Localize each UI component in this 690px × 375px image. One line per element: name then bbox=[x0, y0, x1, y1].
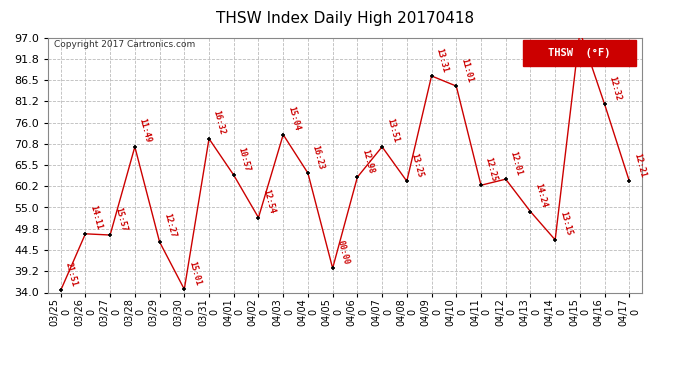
Point bbox=[204, 136, 215, 142]
Text: 10:57: 10:57 bbox=[237, 146, 252, 172]
Point bbox=[574, 28, 585, 34]
Text: 13:31: 13:31 bbox=[434, 47, 449, 73]
Text: 12:25: 12:25 bbox=[484, 156, 499, 183]
Text: 16:32: 16:32 bbox=[212, 110, 227, 136]
Text: 13:25: 13:25 bbox=[410, 152, 425, 178]
Point bbox=[500, 176, 511, 182]
Point bbox=[352, 174, 363, 180]
Point bbox=[402, 178, 413, 184]
Text: 12:98: 12:98 bbox=[360, 148, 375, 174]
Point bbox=[253, 214, 264, 220]
Text: 15:01: 15:01 bbox=[187, 260, 202, 286]
Point bbox=[129, 144, 140, 150]
Point bbox=[179, 286, 190, 292]
Point bbox=[377, 144, 388, 150]
Point bbox=[475, 182, 486, 188]
FancyBboxPatch shape bbox=[523, 40, 635, 66]
Point bbox=[302, 170, 313, 176]
Point bbox=[525, 209, 536, 214]
Point bbox=[277, 132, 288, 138]
Point bbox=[154, 239, 165, 245]
Text: 14:11: 14:11 bbox=[88, 204, 104, 231]
Text: 21:51: 21:51 bbox=[63, 261, 79, 288]
Text: Copyright 2017 Cartronics.com: Copyright 2017 Cartronics.com bbox=[55, 40, 195, 49]
Text: THSW Index Daily High 20170418: THSW Index Daily High 20170418 bbox=[216, 11, 474, 26]
Text: 12:27: 12:27 bbox=[162, 213, 177, 239]
Text: 12:22: 12:22 bbox=[0, 374, 1, 375]
Text: 13:51: 13:51 bbox=[385, 117, 400, 144]
Text: 11:01: 11:01 bbox=[459, 57, 474, 83]
Point bbox=[550, 237, 561, 243]
Text: 15:57: 15:57 bbox=[113, 206, 128, 232]
Text: 15:04: 15:04 bbox=[286, 105, 301, 132]
Text: 12:54: 12:54 bbox=[262, 188, 277, 215]
Point bbox=[451, 83, 462, 89]
Text: THSW  (°F): THSW (°F) bbox=[548, 48, 611, 58]
Point bbox=[80, 231, 91, 237]
Point bbox=[599, 101, 610, 107]
Point bbox=[105, 232, 116, 238]
Text: 16:23: 16:23 bbox=[310, 144, 326, 170]
Text: 12:32: 12:32 bbox=[607, 75, 622, 102]
Point bbox=[55, 288, 66, 294]
Text: 13:15: 13:15 bbox=[558, 211, 573, 237]
Text: 00:00: 00:00 bbox=[335, 239, 351, 266]
Text: 12:21: 12:21 bbox=[632, 152, 647, 178]
Text: 14:24: 14:24 bbox=[533, 182, 549, 209]
Point bbox=[624, 178, 635, 184]
Text: 12:01: 12:01 bbox=[509, 150, 524, 176]
Point bbox=[426, 73, 437, 79]
Point bbox=[228, 172, 239, 178]
Text: 11:49: 11:49 bbox=[137, 117, 152, 144]
Point bbox=[327, 265, 338, 271]
